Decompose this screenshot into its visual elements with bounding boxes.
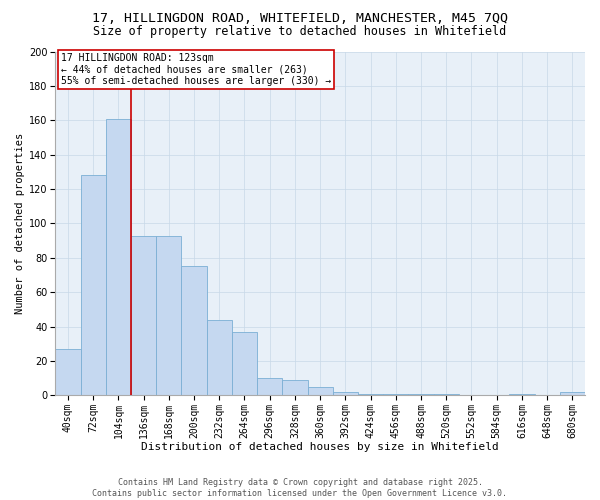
- Bar: [308, 387, 333, 396]
- Bar: [434, 394, 459, 396]
- Bar: [409, 394, 434, 396]
- Text: 17, HILLINGDON ROAD, WHITEFIELD, MANCHESTER, M45 7QQ: 17, HILLINGDON ROAD, WHITEFIELD, MANCHES…: [92, 12, 508, 26]
- Bar: [232, 332, 257, 396]
- Bar: [257, 378, 283, 396]
- Bar: [283, 380, 308, 396]
- Bar: [560, 392, 585, 396]
- Bar: [358, 394, 383, 396]
- Bar: [181, 266, 206, 396]
- Text: 17 HILLINGDON ROAD: 123sqm
← 44% of detached houses are smaller (263)
55% of sem: 17 HILLINGDON ROAD: 123sqm ← 44% of deta…: [61, 53, 331, 86]
- Bar: [206, 320, 232, 396]
- X-axis label: Distribution of detached houses by size in Whitefield: Distribution of detached houses by size …: [141, 442, 499, 452]
- Bar: [383, 394, 409, 396]
- Bar: [333, 392, 358, 396]
- Text: Size of property relative to detached houses in Whitefield: Size of property relative to detached ho…: [94, 25, 506, 38]
- Bar: [131, 236, 156, 396]
- Text: Contains HM Land Registry data © Crown copyright and database right 2025.
Contai: Contains HM Land Registry data © Crown c…: [92, 478, 508, 498]
- Y-axis label: Number of detached properties: Number of detached properties: [15, 133, 25, 314]
- Bar: [156, 236, 181, 396]
- Bar: [509, 394, 535, 396]
- Bar: [80, 176, 106, 396]
- Bar: [55, 349, 80, 396]
- Bar: [106, 118, 131, 396]
